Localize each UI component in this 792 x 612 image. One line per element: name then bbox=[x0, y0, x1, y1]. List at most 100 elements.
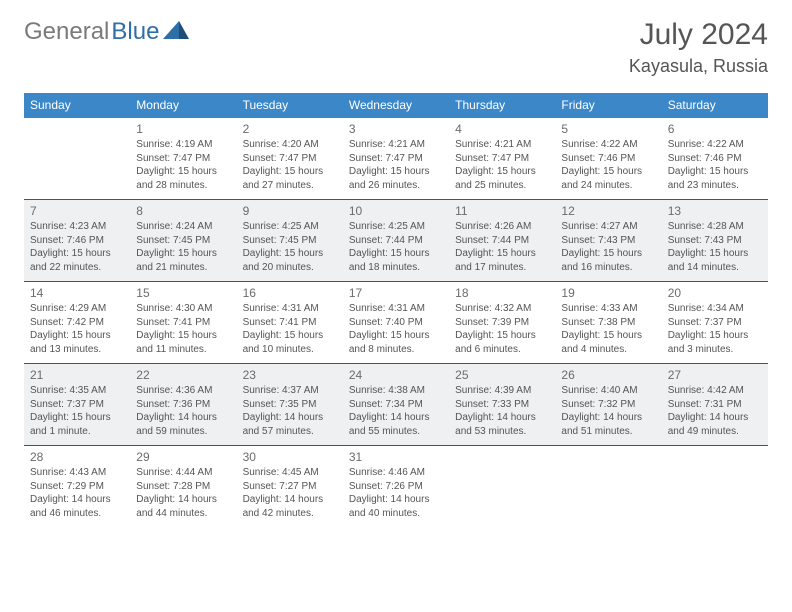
sunset-text: Sunset: 7:46 PM bbox=[561, 152, 657, 166]
day-number: 28 bbox=[30, 449, 126, 465]
weekday-header: Sunday bbox=[24, 93, 130, 118]
day-number: 1 bbox=[136, 121, 232, 137]
day-number: 12 bbox=[561, 203, 657, 219]
sunset-text: Sunset: 7:37 PM bbox=[30, 398, 126, 412]
sunset-text: Sunset: 7:33 PM bbox=[455, 398, 551, 412]
calendar-day-cell: 7Sunrise: 4:23 AMSunset: 7:46 PMDaylight… bbox=[24, 200, 130, 281]
sunset-text: Sunset: 7:43 PM bbox=[561, 234, 657, 248]
sunset-text: Sunset: 7:29 PM bbox=[30, 480, 126, 494]
sunrise-text: Sunrise: 4:21 AM bbox=[349, 138, 445, 152]
sunset-text: Sunset: 7:45 PM bbox=[243, 234, 339, 248]
calendar-day-cell: 27Sunrise: 4:42 AMSunset: 7:31 PMDayligh… bbox=[662, 364, 768, 445]
calendar-day-cell bbox=[662, 446, 768, 527]
sunset-text: Sunset: 7:26 PM bbox=[349, 480, 445, 494]
daylight-text: Daylight: 14 hours and 49 minutes. bbox=[668, 411, 764, 438]
sunrise-text: Sunrise: 4:29 AM bbox=[30, 302, 126, 316]
day-number: 22 bbox=[136, 367, 232, 383]
sunset-text: Sunset: 7:44 PM bbox=[349, 234, 445, 248]
calendar-week-row: 21Sunrise: 4:35 AMSunset: 7:37 PMDayligh… bbox=[24, 364, 768, 446]
sunrise-text: Sunrise: 4:36 AM bbox=[136, 384, 232, 398]
sunset-text: Sunset: 7:41 PM bbox=[136, 316, 232, 330]
daylight-text: Daylight: 15 hours and 20 minutes. bbox=[243, 247, 339, 274]
sunset-text: Sunset: 7:42 PM bbox=[30, 316, 126, 330]
daylight-text: Daylight: 14 hours and 46 minutes. bbox=[30, 493, 126, 520]
calendar-day-cell: 30Sunrise: 4:45 AMSunset: 7:27 PMDayligh… bbox=[237, 446, 343, 527]
daylight-text: Daylight: 15 hours and 14 minutes. bbox=[668, 247, 764, 274]
calendar-day-cell: 13Sunrise: 4:28 AMSunset: 7:43 PMDayligh… bbox=[662, 200, 768, 281]
daylight-text: Daylight: 15 hours and 18 minutes. bbox=[349, 247, 445, 274]
sunrise-text: Sunrise: 4:46 AM bbox=[349, 466, 445, 480]
sunset-text: Sunset: 7:47 PM bbox=[243, 152, 339, 166]
sunset-text: Sunset: 7:34 PM bbox=[349, 398, 445, 412]
sunset-text: Sunset: 7:41 PM bbox=[243, 316, 339, 330]
weekday-header: Friday bbox=[555, 93, 661, 118]
calendar-week-row: 1Sunrise: 4:19 AMSunset: 7:47 PMDaylight… bbox=[24, 118, 768, 200]
sunrise-text: Sunrise: 4:31 AM bbox=[243, 302, 339, 316]
daylight-text: Daylight: 14 hours and 44 minutes. bbox=[136, 493, 232, 520]
daylight-text: Daylight: 15 hours and 23 minutes. bbox=[668, 165, 764, 192]
day-number: 23 bbox=[243, 367, 339, 383]
sunset-text: Sunset: 7:47 PM bbox=[455, 152, 551, 166]
calendar-day-cell bbox=[555, 446, 661, 527]
daylight-text: Daylight: 14 hours and 57 minutes. bbox=[243, 411, 339, 438]
sunrise-text: Sunrise: 4:26 AM bbox=[455, 220, 551, 234]
brand-part1: General bbox=[24, 18, 109, 46]
sunrise-text: Sunrise: 4:27 AM bbox=[561, 220, 657, 234]
daylight-text: Daylight: 15 hours and 26 minutes. bbox=[349, 165, 445, 192]
daylight-text: Daylight: 15 hours and 13 minutes. bbox=[30, 329, 126, 356]
day-number: 20 bbox=[668, 285, 764, 301]
sunrise-text: Sunrise: 4:35 AM bbox=[30, 384, 126, 398]
daylight-text: Daylight: 15 hours and 3 minutes. bbox=[668, 329, 764, 356]
day-number: 16 bbox=[243, 285, 339, 301]
sunrise-text: Sunrise: 4:37 AM bbox=[243, 384, 339, 398]
calendar-day-cell: 16Sunrise: 4:31 AMSunset: 7:41 PMDayligh… bbox=[237, 282, 343, 363]
daylight-text: Daylight: 15 hours and 8 minutes. bbox=[349, 329, 445, 356]
calendar-day-cell: 18Sunrise: 4:32 AMSunset: 7:39 PMDayligh… bbox=[449, 282, 555, 363]
sunset-text: Sunset: 7:44 PM bbox=[455, 234, 551, 248]
sunrise-text: Sunrise: 4:25 AM bbox=[243, 220, 339, 234]
calendar-day-cell: 2Sunrise: 4:20 AMSunset: 7:47 PMDaylight… bbox=[237, 118, 343, 199]
daylight-text: Daylight: 15 hours and 24 minutes. bbox=[561, 165, 657, 192]
calendar-day-cell: 22Sunrise: 4:36 AMSunset: 7:36 PMDayligh… bbox=[130, 364, 236, 445]
brand-part2: Blue bbox=[111, 18, 159, 46]
calendar-week-row: 14Sunrise: 4:29 AMSunset: 7:42 PMDayligh… bbox=[24, 282, 768, 364]
calendar-day-cell bbox=[24, 118, 130, 199]
day-number: 9 bbox=[243, 203, 339, 219]
daylight-text: Daylight: 15 hours and 6 minutes. bbox=[455, 329, 551, 356]
sunrise-text: Sunrise: 4:39 AM bbox=[455, 384, 551, 398]
calendar-day-cell: 3Sunrise: 4:21 AMSunset: 7:47 PMDaylight… bbox=[343, 118, 449, 199]
calendar-page: GeneralBlue July 2024 Kayasula, Russia S… bbox=[0, 0, 792, 547]
weekday-header: Tuesday bbox=[237, 93, 343, 118]
sunrise-text: Sunrise: 4:24 AM bbox=[136, 220, 232, 234]
sunset-text: Sunset: 7:37 PM bbox=[668, 316, 764, 330]
calendar-day-cell: 1Sunrise: 4:19 AMSunset: 7:47 PMDaylight… bbox=[130, 118, 236, 199]
day-number: 2 bbox=[243, 121, 339, 137]
title-block: July 2024 Kayasula, Russia bbox=[629, 18, 768, 77]
weekday-header: Monday bbox=[130, 93, 236, 118]
daylight-text: Daylight: 15 hours and 27 minutes. bbox=[243, 165, 339, 192]
sunrise-text: Sunrise: 4:32 AM bbox=[455, 302, 551, 316]
sunset-text: Sunset: 7:27 PM bbox=[243, 480, 339, 494]
daylight-text: Daylight: 14 hours and 55 minutes. bbox=[349, 411, 445, 438]
daylight-text: Daylight: 14 hours and 42 minutes. bbox=[243, 493, 339, 520]
daylight-text: Daylight: 14 hours and 51 minutes. bbox=[561, 411, 657, 438]
daylight-text: Daylight: 15 hours and 25 minutes. bbox=[455, 165, 551, 192]
calendar-day-cell: 6Sunrise: 4:22 AMSunset: 7:46 PMDaylight… bbox=[662, 118, 768, 199]
month-title: July 2024 bbox=[629, 18, 768, 52]
calendar-day-cell: 31Sunrise: 4:46 AMSunset: 7:26 PMDayligh… bbox=[343, 446, 449, 527]
calendar-day-cell: 20Sunrise: 4:34 AMSunset: 7:37 PMDayligh… bbox=[662, 282, 768, 363]
day-number: 24 bbox=[349, 367, 445, 383]
daylight-text: Daylight: 15 hours and 11 minutes. bbox=[136, 329, 232, 356]
day-number: 17 bbox=[349, 285, 445, 301]
weeks-container: 1Sunrise: 4:19 AMSunset: 7:47 PMDaylight… bbox=[24, 118, 768, 527]
day-number: 31 bbox=[349, 449, 445, 465]
day-number: 15 bbox=[136, 285, 232, 301]
sunset-text: Sunset: 7:40 PM bbox=[349, 316, 445, 330]
sunrise-text: Sunrise: 4:23 AM bbox=[30, 220, 126, 234]
header-bar: GeneralBlue July 2024 Kayasula, Russia bbox=[24, 18, 768, 77]
sunrise-text: Sunrise: 4:25 AM bbox=[349, 220, 445, 234]
sunrise-text: Sunrise: 4:43 AM bbox=[30, 466, 126, 480]
day-number: 7 bbox=[30, 203, 126, 219]
weekday-header-row: Sunday Monday Tuesday Wednesday Thursday… bbox=[24, 93, 768, 118]
sunset-text: Sunset: 7:39 PM bbox=[455, 316, 551, 330]
